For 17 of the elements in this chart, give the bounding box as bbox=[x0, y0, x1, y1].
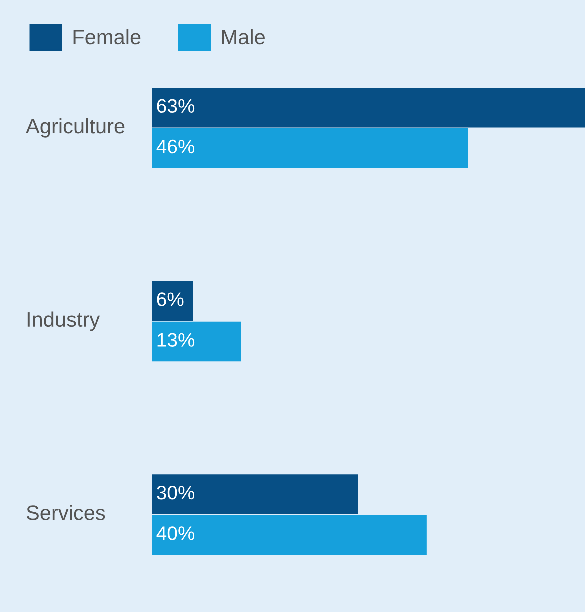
legend-label: Male bbox=[222, 29, 265, 45]
bar bbox=[152, 322, 242, 362]
data-label: 30% bbox=[157, 486, 195, 500]
y-tick-label: Industry bbox=[28, 312, 100, 332]
legend-label: Female bbox=[74, 29, 141, 45]
data-label: 46% bbox=[156, 140, 195, 154]
data-label: 40% bbox=[156, 526, 195, 540]
y-tick-label: Agriculture bbox=[26, 118, 125, 138]
data-label: 63% bbox=[157, 99, 195, 114]
bar bbox=[152, 281, 194, 322]
data-label: 6% bbox=[157, 292, 184, 306]
bar bbox=[152, 128, 468, 168]
bar bbox=[152, 515, 427, 556]
bar bbox=[152, 88, 585, 128]
bar bbox=[152, 474, 358, 514]
data-label: 13% bbox=[158, 333, 195, 348]
y-tick-label: Services bbox=[26, 505, 106, 520]
